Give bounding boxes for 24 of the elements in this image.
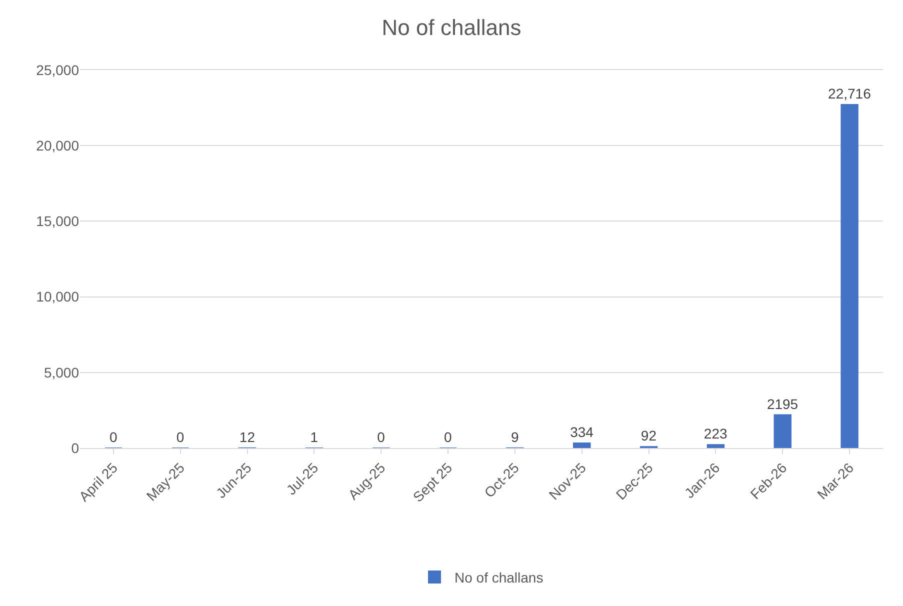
data-label: 9 bbox=[510, 428, 519, 445]
y-tick-label: 15,000 bbox=[36, 213, 80, 230]
y-tick-label: 25,000 bbox=[36, 62, 80, 78]
data-label: 12 bbox=[239, 428, 256, 445]
y-tick-label: 10,000 bbox=[36, 288, 80, 305]
data-label: 22,716 bbox=[828, 86, 872, 102]
data-label: 2195 bbox=[766, 396, 798, 412]
bar bbox=[573, 442, 591, 448]
data-label: 0 bbox=[109, 429, 118, 445]
bar bbox=[840, 104, 858, 448]
bar bbox=[706, 444, 725, 448]
data-label: 92 bbox=[640, 428, 657, 444]
data-label: 0 bbox=[377, 429, 386, 445]
y-tick-label: 20,000 bbox=[36, 138, 80, 154]
data-label: 223 bbox=[704, 426, 728, 442]
data-label: 1 bbox=[310, 428, 318, 445]
data-label: 0 bbox=[176, 429, 184, 445]
y-tick-label: 5,000 bbox=[44, 364, 80, 380]
bar bbox=[774, 414, 792, 448]
legend-label: No of challans bbox=[454, 569, 544, 586]
data-label: 0 bbox=[444, 429, 452, 445]
data-label: 334 bbox=[570, 424, 594, 440]
y-tick-label: 0 bbox=[71, 440, 80, 456]
chart-title: No of challans bbox=[382, 15, 522, 40]
